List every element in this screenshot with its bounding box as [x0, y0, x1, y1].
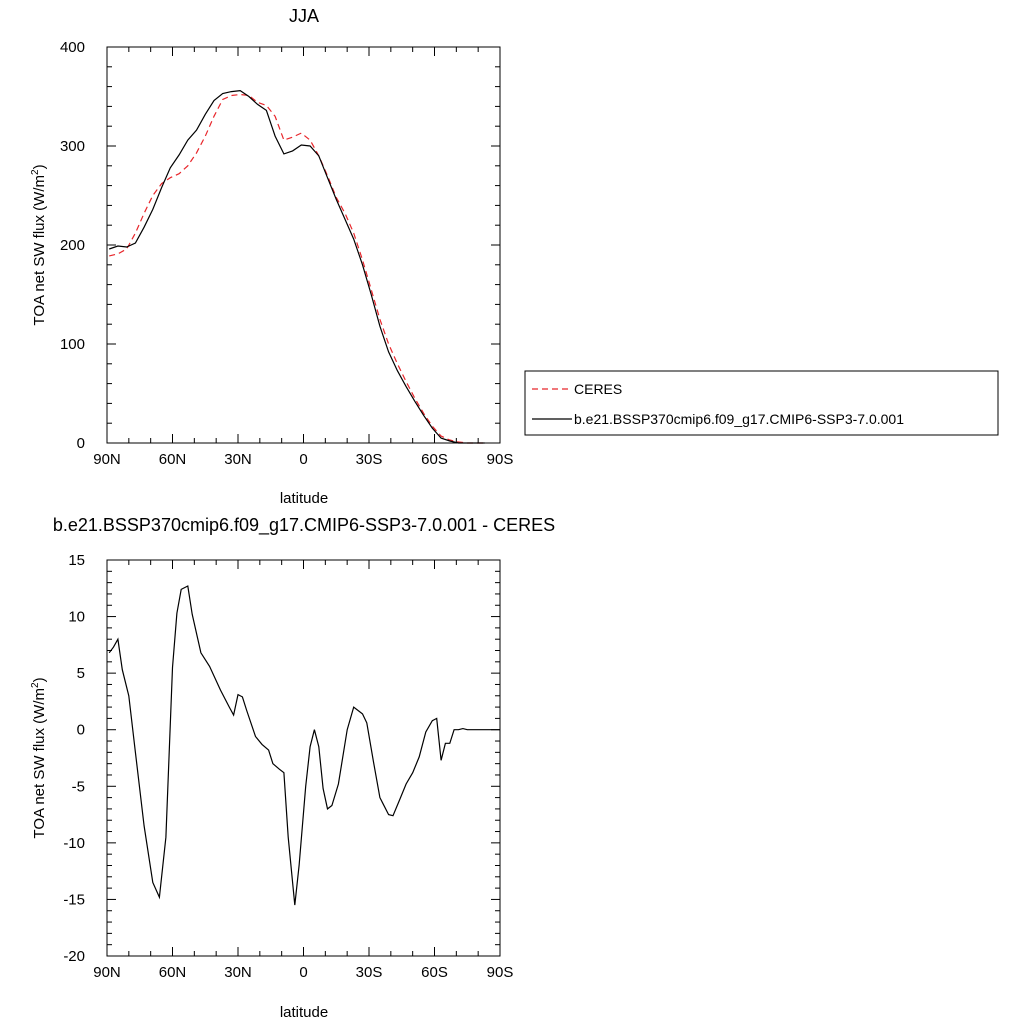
bottom-x-tick-label: 60S — [421, 964, 448, 981]
bottom-y-tick-label: -20 — [63, 948, 85, 965]
top-x-tick-label: 30S — [356, 451, 383, 468]
bottom-y-tick-label: 0 — [77, 722, 85, 739]
bottom-y-tick-label: 10 — [68, 609, 85, 626]
bottom-x-tick-label: 0 — [299, 964, 307, 981]
top-chart-title: JJA — [289, 6, 319, 26]
legend-model-label: b.e21.BSSP370cmip6.f09_g17.CMIP6-SSP3-7.… — [574, 411, 904, 427]
legend-ceres-label: CERES — [574, 381, 622, 397]
bottom-x-tick-label: 90N — [93, 964, 121, 981]
top-x-axis-label: latitude — [280, 490, 328, 507]
bottom-y-tick-label: -10 — [63, 835, 85, 852]
top-x-tick-label: 60S — [421, 451, 448, 468]
top-y-axis-label: TOA net SW flux (W/m2) — [30, 164, 48, 325]
top-y-tick-label: 400 — [60, 39, 85, 56]
bottom-y-tick-label: -15 — [63, 891, 85, 908]
top-x-tick-label: 90S — [487, 451, 514, 468]
top-y-tick-label: 100 — [60, 336, 85, 353]
bottom-chart-panel: b.e21.BSSP370cmip6.f09_g17.CMIP6-SSP3-7.… — [30, 515, 555, 1021]
legend: CERES b.e21.BSSP370cmip6.f09_g17.CMIP6-S… — [524, 370, 999, 436]
top-series-line-1 — [109, 89, 485, 444]
top-chart-panel: JJA 90N 60N 30N 0 30S 60S 90S 0 100 200 300 400 lat… — [30, 6, 513, 507]
legend-box — [524, 370, 999, 436]
bottom-series-line-0 — [108, 585, 500, 906]
bottom-x-tick-label: 30S — [356, 964, 383, 981]
bottom-x-axis-label: latitude — [280, 1004, 328, 1021]
bottom-y-axis-label: TOA net SW flux (W/m2) — [30, 677, 48, 838]
bottom-y-tick-label: 5 — [77, 665, 85, 682]
top-x-tick-label: 30N — [224, 451, 252, 468]
top-x-tick-label: 0 — [299, 451, 307, 468]
top-series-line-0 — [109, 93, 485, 444]
top-y-tick-label: 200 — [60, 237, 85, 254]
top-x-tick-label: 60N — [159, 451, 187, 468]
top-y-tick-label: 300 — [60, 138, 85, 155]
top-plot-frame — [106, 46, 501, 444]
bottom-y-tick-label: 15 — [68, 552, 85, 569]
top-x-tick-label: 90N — [93, 451, 121, 468]
bottom-x-tick-label: 90S — [487, 964, 514, 981]
top-y-tick-label: 0 — [77, 435, 85, 452]
bottom-x-tick-label: 30N — [224, 964, 252, 981]
bottom-x-tick-label: 60N — [159, 964, 187, 981]
bottom-chart-title: b.e21.BSSP370cmip6.f09_g17.CMIP6-SSP3-7.… — [53, 515, 555, 536]
bottom-y-tick-label: -5 — [72, 778, 85, 795]
